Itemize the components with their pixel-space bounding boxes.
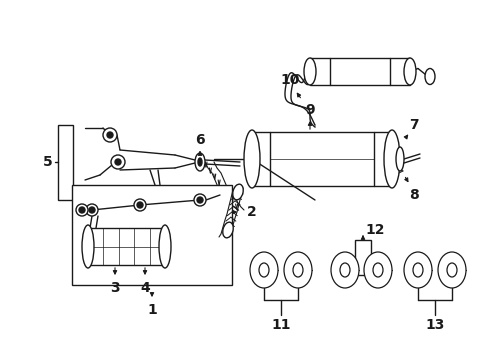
Ellipse shape <box>223 222 233 238</box>
Bar <box>58 125 73 200</box>
Ellipse shape <box>446 263 456 277</box>
Text: 8: 8 <box>408 188 418 202</box>
Text: 12: 12 <box>365 223 384 237</box>
Ellipse shape <box>197 197 203 203</box>
Ellipse shape <box>103 128 117 142</box>
Ellipse shape <box>372 263 382 277</box>
Ellipse shape <box>249 252 278 288</box>
Ellipse shape <box>395 147 403 171</box>
Bar <box>72 185 231 285</box>
Text: 4: 4 <box>140 281 149 295</box>
Ellipse shape <box>111 155 125 169</box>
Text: 11: 11 <box>271 318 290 332</box>
Bar <box>251 132 391 186</box>
Text: 7: 7 <box>408 118 418 132</box>
Ellipse shape <box>424 68 434 85</box>
Ellipse shape <box>89 207 95 213</box>
Ellipse shape <box>115 159 121 165</box>
Text: 1: 1 <box>147 303 157 317</box>
Ellipse shape <box>403 252 431 288</box>
Ellipse shape <box>244 130 260 188</box>
Ellipse shape <box>82 225 94 268</box>
Ellipse shape <box>159 225 171 268</box>
Ellipse shape <box>134 199 146 211</box>
Ellipse shape <box>292 263 303 277</box>
Text: 6: 6 <box>195 133 204 147</box>
Text: 10: 10 <box>280 73 299 87</box>
Ellipse shape <box>232 184 243 200</box>
Ellipse shape <box>76 204 88 216</box>
Text: 5: 5 <box>43 155 53 169</box>
Ellipse shape <box>194 194 205 206</box>
Bar <box>88 228 164 265</box>
Ellipse shape <box>195 153 204 171</box>
Text: 2: 2 <box>246 205 256 219</box>
Ellipse shape <box>107 132 113 138</box>
Bar <box>354 240 370 275</box>
Ellipse shape <box>137 202 142 208</box>
Ellipse shape <box>86 204 98 216</box>
Text: 3: 3 <box>110 281 120 295</box>
Ellipse shape <box>403 58 415 85</box>
Ellipse shape <box>284 252 311 288</box>
Text: 13: 13 <box>425 318 444 332</box>
Ellipse shape <box>198 158 202 166</box>
Ellipse shape <box>412 263 422 277</box>
Ellipse shape <box>330 252 358 288</box>
Ellipse shape <box>304 58 315 85</box>
Ellipse shape <box>383 130 399 188</box>
Ellipse shape <box>437 252 465 288</box>
Ellipse shape <box>363 252 391 288</box>
Ellipse shape <box>79 207 85 213</box>
Ellipse shape <box>339 263 349 277</box>
Bar <box>309 58 409 85</box>
Text: 9: 9 <box>305 103 314 117</box>
Ellipse shape <box>259 263 268 277</box>
